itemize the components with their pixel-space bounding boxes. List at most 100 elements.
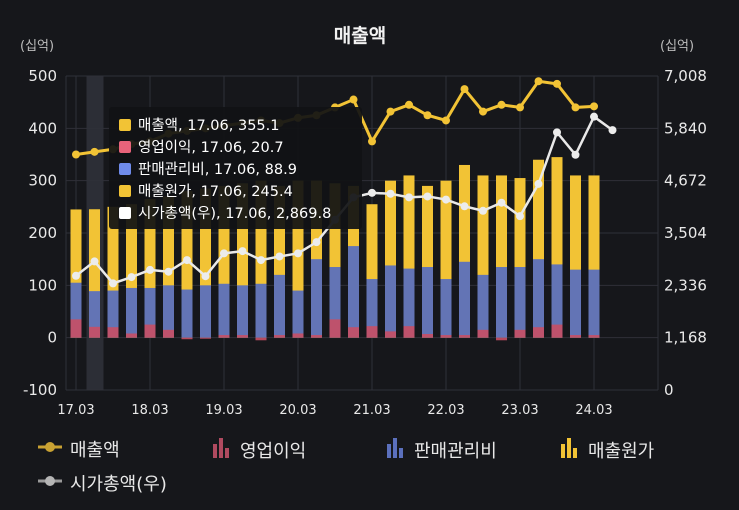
bar-cogs [533,159,544,338]
bar-sga [274,274,285,338]
point-market-cap [183,256,191,265]
bar-operating-profit [477,329,489,338]
point-market-cap [109,279,117,288]
point-sales [368,137,376,146]
bar-cogs [514,178,526,338]
legend-item-market-cap[interactable]: 시가총액(우) [38,470,167,496]
point-market-cap [146,265,154,274]
bar-sga [533,259,544,338]
tooltip-swatch [119,207,131,219]
legend-item-sga[interactable]: 판매관리비 [386,436,497,463]
bar-operating-profit [107,327,119,338]
bar-cogs [496,175,507,338]
tooltip-swatch [119,119,131,131]
bar-sga [385,265,396,338]
point-sales [479,107,487,116]
bar-operating-profit [292,333,304,338]
bar-sga [107,290,119,338]
bar-sga [588,269,600,338]
point-market-cap [608,126,617,135]
tooltip-text: 매출원가, 17.06, 245.4 [138,183,293,200]
bar-sga [348,246,359,338]
bar-operating-profit [551,324,563,338]
point-sales [423,111,432,120]
legend-item-operating-profit[interactable]: 영업이익 [212,436,306,463]
left-axis-ticks: 500 400 300 200 100 0 -100 [23,67,57,399]
bar-operating-profit [329,319,341,338]
left-tick-label: 0 [47,329,57,347]
left-tick-label: -100 [23,381,57,399]
legend-icon-market-cap [38,473,62,494]
bar-operating-profit [385,331,396,338]
bar-cogs [181,191,193,338]
x-tick-label: 23.03 [501,403,538,418]
bar-operating-profit [459,335,470,338]
point-market-cap [368,188,376,197]
legend-label: 매출원가 [588,440,655,462]
bar-sga [181,289,193,338]
bar-operating-profit [311,335,322,338]
right-tick-label: 1,168 [664,329,707,347]
tooltip-text: 매출액, 17.06, 355.1 [138,117,279,134]
left-tick-label: 400 [28,119,57,137]
legend-item-sales[interactable]: 매출액 [38,436,120,462]
bar-cogs [570,175,581,338]
point-sales [590,102,598,111]
point-market-cap [164,267,173,276]
left-tick-label: 200 [28,224,57,242]
chart-title: 매출액 [334,25,386,47]
bar-operating-profit [200,337,211,339]
bar-cogs [329,183,341,338]
tooltip-text: 영업이익, 17.06, 20.7 [138,139,284,156]
bar-cogs [292,180,304,338]
point-sales [534,77,543,86]
legend-label: 매출액 [70,440,120,461]
right-tick-label: 5,840 [664,119,707,137]
point-market-cap [442,195,450,204]
bar-sga [200,285,211,338]
right-tick-label: 4,672 [664,172,707,190]
legend-icon-sales [38,439,62,460]
right-tick-label: 7,008 [664,67,707,85]
bar-sga [144,287,156,338]
point-sales [553,79,561,88]
legend-icon-sga [386,436,406,463]
bar-sga [514,267,526,338]
bar-operating-profit [70,319,82,338]
point-sales [497,100,506,109]
bar-operating-profit [126,333,137,338]
point-market-cap [127,273,136,282]
point-market-cap [534,179,543,188]
bar-sga [477,274,489,338]
point-market-cap [275,252,284,261]
point-sales [90,147,99,156]
point-market-cap [220,249,228,258]
bar-cogs [551,157,563,338]
bar-operating-profit [237,335,248,338]
x-tick-label: 20.03 [279,403,316,418]
bar-cogs [403,175,415,338]
bar-operating-profit [218,335,230,338]
point-market-cap [72,271,80,280]
point-sales [349,95,358,104]
x-tick-label: 19.03 [205,403,242,418]
point-sales [571,103,580,112]
point-market-cap [201,272,210,281]
bar-operating-profit [533,327,544,338]
bar-sga [70,282,82,338]
point-market-cap [590,112,598,121]
bar-operating-profit [274,335,285,338]
plot-area[interactable] [70,77,617,341]
x-axis-ticks: 17.03 18.03 19.03 20.03 21.03 22.03 23.03 24.03 [57,403,612,418]
point-sales [72,150,80,159]
bar-cogs [89,209,100,338]
bar-sga [292,290,304,338]
legend-item-cogs[interactable]: 매출원가 [560,436,654,463]
bar-operating-profit [496,337,507,341]
point-market-cap [460,202,469,211]
right-tick-label: 0 [664,381,674,399]
point-sales [516,103,524,112]
bar-cogs [200,188,211,338]
left-axis-unit: (십억) [20,39,54,54]
bar-operating-profit [181,337,193,340]
